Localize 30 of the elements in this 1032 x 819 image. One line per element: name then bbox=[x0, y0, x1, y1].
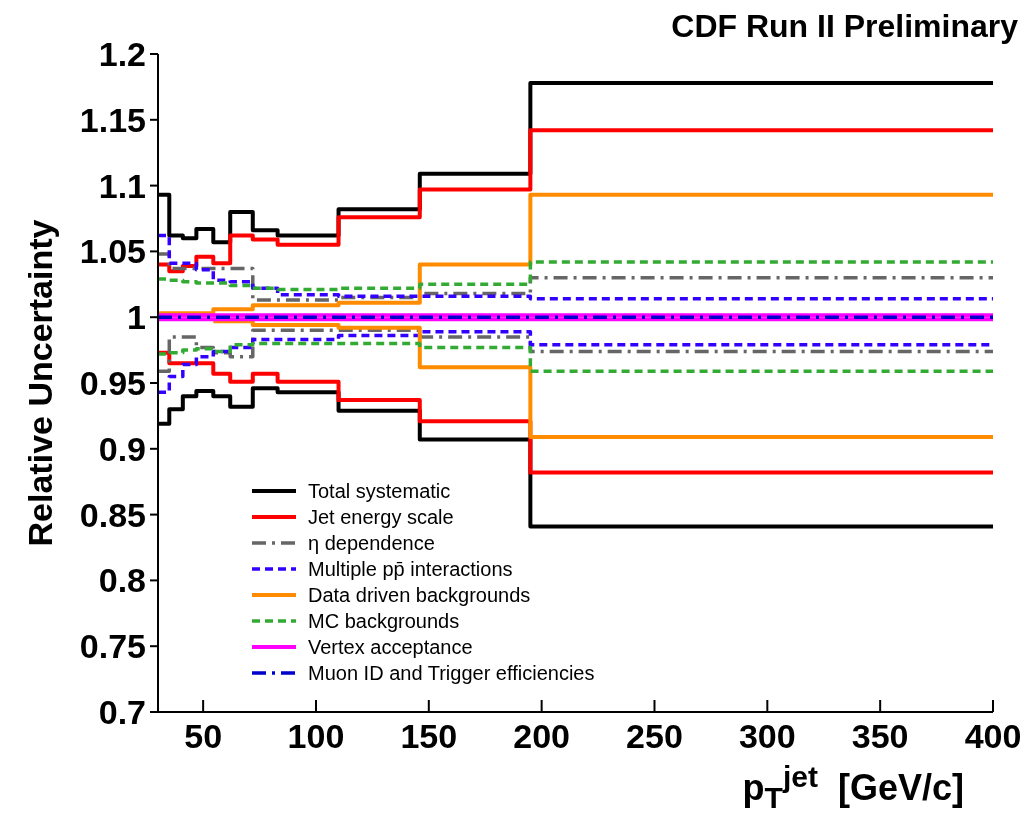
legend-label: η dependence bbox=[308, 531, 435, 555]
legend-label: Muon ID and Trigger efficiencies bbox=[308, 661, 595, 685]
x-tick-label: 150 bbox=[400, 717, 458, 756]
legend-label: Jet energy scale bbox=[308, 505, 454, 529]
legend-label: Multiple pp̄ interactions bbox=[308, 557, 513, 581]
legend-label: Vertex acceptance bbox=[308, 635, 473, 659]
y-tick-label: 1.05 bbox=[79, 232, 146, 271]
x-tick-label: 250 bbox=[626, 717, 683, 756]
chart-title: CDF Run II Preliminary bbox=[671, 8, 1018, 45]
y-tick-label: 0.75 bbox=[79, 627, 146, 666]
x-axis-title: p$_{T}$$^{jet}$ [GeV/c] bbox=[742, 760, 964, 816]
y-tick-label: 1 bbox=[127, 298, 146, 337]
y-tick-label: 0.85 bbox=[79, 495, 146, 534]
x-tick-label: 350 bbox=[851, 717, 909, 756]
y-tick-label: 0.7 bbox=[98, 693, 146, 732]
x-tick-label: 100 bbox=[287, 717, 345, 756]
x-tick-label: 400 bbox=[964, 717, 1022, 756]
y-tick-label: 1.15 bbox=[79, 100, 146, 139]
x-tick-label: 50 bbox=[184, 717, 223, 756]
y-axis-title: Relative Uncertainty bbox=[20, 219, 60, 547]
y-tick-label: 1.1 bbox=[98, 166, 146, 205]
legend-label: Data driven backgrounds bbox=[308, 583, 531, 607]
x-tick-label: 200 bbox=[513, 717, 571, 756]
y-tick-label: 0.9 bbox=[98, 429, 146, 468]
legend-label: MC backgrounds bbox=[308, 609, 460, 633]
y-tick-label: 0.8 bbox=[98, 561, 146, 600]
legend-label: Total systematic bbox=[308, 479, 451, 503]
y-tick-label: 0.95 bbox=[79, 364, 146, 403]
x-tick-label: 300 bbox=[738, 717, 796, 756]
y-tick-label: 1.2 bbox=[98, 35, 146, 74]
